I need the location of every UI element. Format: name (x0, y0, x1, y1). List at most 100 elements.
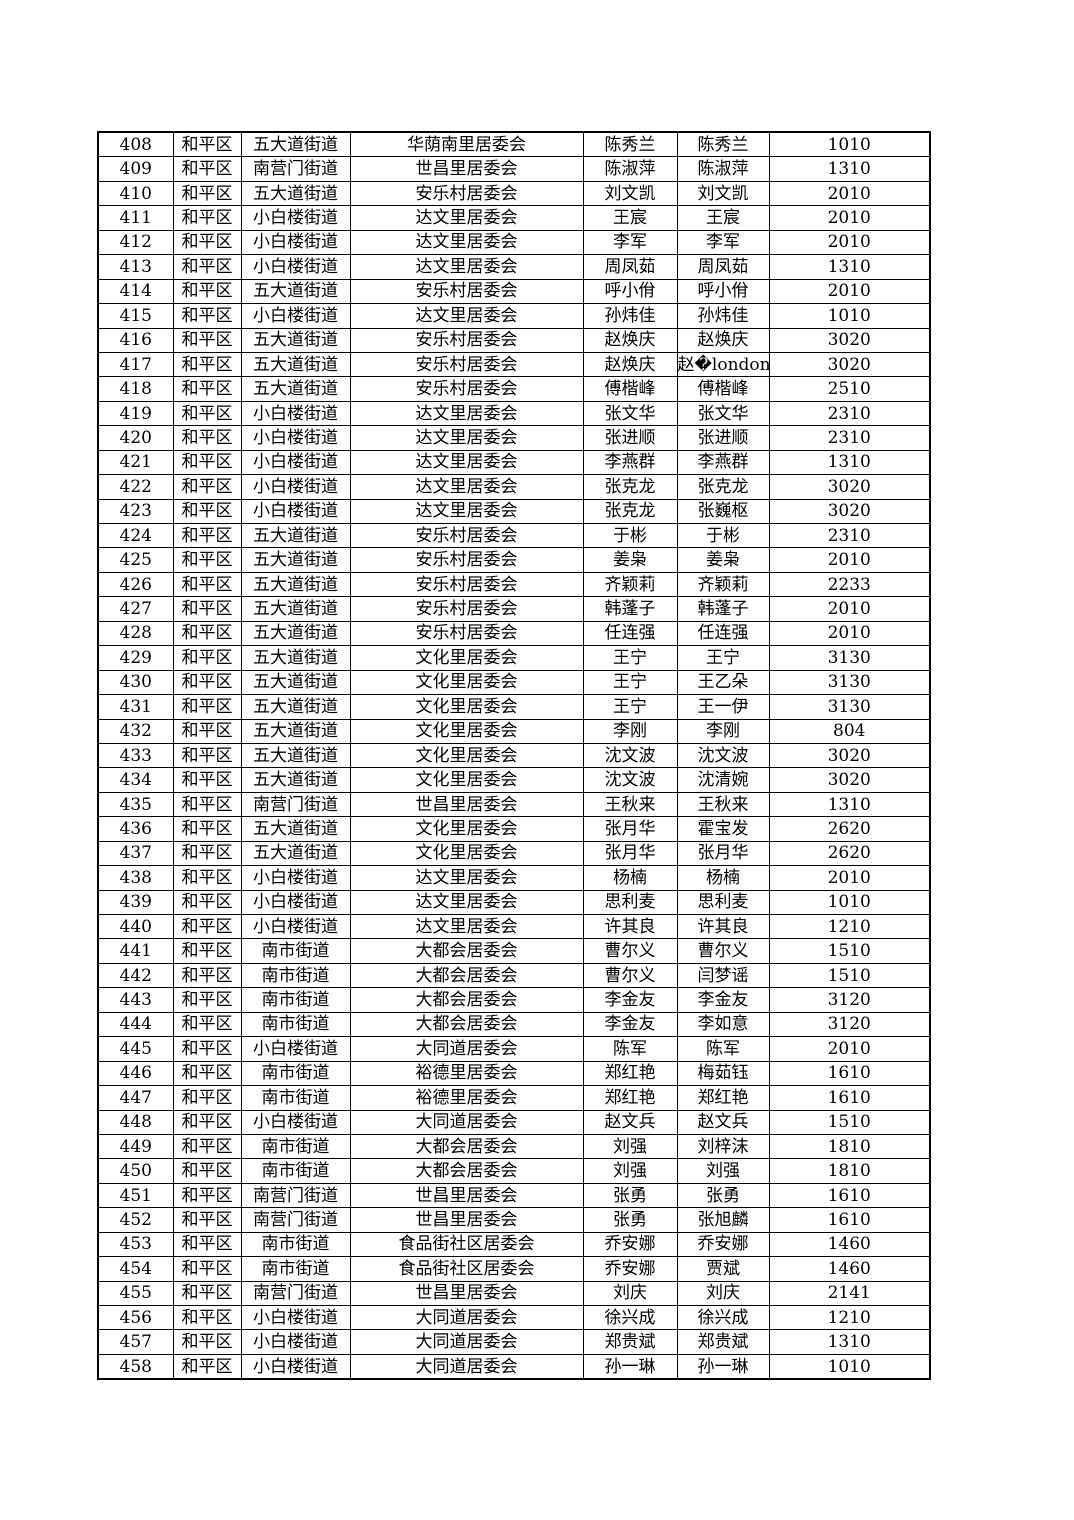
table-row: 457 和平区 小白楼街道 大同道居委会 郑贵斌 郑贵斌 1310 (97, 1329, 931, 1355)
member-name-cell: 张克龙 (676, 474, 770, 500)
district-cell: 和平区 (172, 205, 242, 231)
district-cell: 和平区 (172, 596, 242, 622)
district-cell: 和平区 (172, 180, 242, 207)
serial-number-cell: 431 (97, 694, 174, 720)
community-committee-cell: 大都会居委会 (349, 938, 584, 964)
table-row: 430 和平区 五大道街道 文化里居委会 王宁 王乙朵 3130 (97, 669, 931, 696)
community-committee-cell: 裕德里居委会 (349, 1060, 584, 1087)
street-cell: 五大道街道 (240, 376, 351, 402)
district-cell: 和平区 (172, 498, 242, 525)
street-cell: 南市街道 (240, 1231, 351, 1258)
community-committee-cell: 安乐村居委会 (349, 376, 584, 402)
district-cell: 和平区 (172, 376, 242, 402)
table-row: 439 和平区 小白楼街道 达文里居委会 思利麦 思利麦 1010 (97, 889, 931, 916)
community-committee-cell: 大同道居委会 (349, 1329, 584, 1355)
community-committee-cell: 安乐村居委会 (349, 522, 584, 549)
community-committee-cell: 达文里居委会 (349, 889, 584, 916)
member-name-cell: 陈秀兰 (676, 131, 770, 158)
applicant-name-cell: 齐颖莉 (582, 571, 678, 598)
community-committee-cell: 达文里居委会 (349, 865, 584, 891)
applicant-name-cell: 乔安娜 (582, 1231, 678, 1258)
serial-number-cell: 433 (97, 742, 174, 769)
member-name-cell: 刘梓沫 (676, 1133, 770, 1160)
amount-cell: 1310 (768, 156, 931, 182)
applicant-name-cell: 李燕群 (582, 449, 678, 476)
amount-cell: 3020 (768, 351, 931, 378)
street-cell: 小白楼街道 (240, 229, 351, 256)
table-row: 417 和平区 五大道街道 安乐村居委会 赵焕庆 赵�london 3020 (97, 351, 931, 378)
street-cell: 五大道街道 (240, 694, 351, 720)
serial-number-cell: 416 (97, 327, 174, 353)
amount-cell: 1610 (768, 1060, 931, 1087)
table-row: 442 和平区 南市街道 大都会居委会 曹尔义 闫梦谣 1510 (97, 962, 931, 989)
amount-cell: 804 (768, 718, 931, 744)
district-cell: 和平区 (172, 987, 242, 1013)
street-cell: 五大道街道 (240, 742, 351, 769)
serial-number-cell: 456 (97, 1304, 174, 1331)
amount-cell: 1210 (768, 913, 931, 940)
amount-cell: 2310 (768, 522, 931, 549)
table-row: 408 和平区 五大道街道 华荫南里居委会 陈秀兰 陈秀兰 1010 (97, 131, 931, 158)
street-cell: 五大道街道 (240, 571, 351, 598)
table-row: 448 和平区 小白楼街道 大同道居委会 赵文兵 赵文兵 1510 (97, 1109, 931, 1135)
serial-number-cell: 418 (97, 376, 174, 402)
serial-number-cell: 421 (97, 449, 174, 476)
amount-cell: 2010 (768, 865, 931, 891)
member-name-cell: 沈文波 (676, 742, 770, 769)
district-cell: 和平区 (172, 1207, 242, 1233)
member-name-cell: 孙炜佳 (676, 303, 770, 329)
table-row: 426 和平区 五大道街道 安乐村居委会 齐颖莉 齐颖莉 2233 (97, 571, 931, 598)
amount-cell: 1510 (768, 938, 931, 964)
amount-cell: 2010 (768, 596, 931, 622)
amount-cell: 3020 (768, 498, 931, 525)
table-row: 456 和平区 小白楼街道 大同道居委会 徐兴成 徐兴成 1210 (97, 1304, 931, 1331)
applicant-name-cell: 刘文凯 (582, 180, 678, 207)
street-cell: 五大道街道 (240, 351, 351, 378)
serial-number-cell: 457 (97, 1329, 174, 1355)
street-cell: 五大道街道 (240, 522, 351, 549)
serial-number-cell: 419 (97, 400, 174, 427)
district-cell: 和平区 (172, 1060, 242, 1087)
amount-cell: 3020 (768, 767, 931, 793)
district-cell: 和平区 (172, 889, 242, 916)
serial-number-cell: 427 (97, 596, 174, 622)
street-cell: 南营门街道 (240, 791, 351, 818)
community-committee-cell: 世昌里居委会 (349, 156, 584, 182)
district-cell: 和平区 (172, 913, 242, 940)
district-cell: 和平区 (172, 1158, 242, 1184)
amount-cell: 1010 (768, 1353, 931, 1380)
serial-number-cell: 412 (97, 229, 174, 256)
amount-cell: 1610 (768, 1207, 931, 1233)
member-name-cell: 张月华 (676, 840, 770, 867)
amount-cell: 3020 (768, 742, 931, 769)
street-cell: 五大道街道 (240, 596, 351, 622)
district-cell: 和平区 (172, 254, 242, 280)
community-committee-cell: 达文里居委会 (349, 913, 584, 940)
member-name-cell: 刘庆 (676, 1280, 770, 1307)
serial-number-cell: 449 (97, 1133, 174, 1160)
street-cell: 小白楼街道 (240, 449, 351, 476)
member-name-cell: 张巍枢 (676, 498, 770, 525)
applicant-name-cell: 李军 (582, 229, 678, 256)
serial-number-cell: 420 (97, 425, 174, 451)
amount-cell: 3130 (768, 669, 931, 696)
serial-number-cell: 426 (97, 571, 174, 598)
table-row: 419 和平区 小白楼街道 达文里居委会 张文华 张文华 2310 (97, 400, 931, 427)
district-cell: 和平区 (172, 1231, 242, 1258)
serial-number-cell: 453 (97, 1231, 174, 1258)
serial-number-cell: 458 (97, 1353, 174, 1380)
member-name-cell: 李金友 (676, 987, 770, 1013)
amount-cell: 1510 (768, 962, 931, 989)
serial-number-cell: 452 (97, 1207, 174, 1233)
amount-cell: 1010 (768, 131, 931, 158)
serial-number-cell: 438 (97, 865, 174, 891)
street-cell: 五大道街道 (240, 180, 351, 207)
community-committee-cell: 大都会居委会 (349, 987, 584, 1013)
member-name-cell: 傅楷峰 (676, 376, 770, 402)
street-cell: 五大道街道 (240, 327, 351, 353)
community-committee-cell: 文化里居委会 (349, 645, 584, 671)
community-committee-cell: 安乐村居委会 (349, 327, 584, 353)
community-committee-cell: 大都会居委会 (349, 1158, 584, 1184)
street-cell: 南营门街道 (240, 156, 351, 182)
street-cell: 五大道街道 (240, 840, 351, 867)
